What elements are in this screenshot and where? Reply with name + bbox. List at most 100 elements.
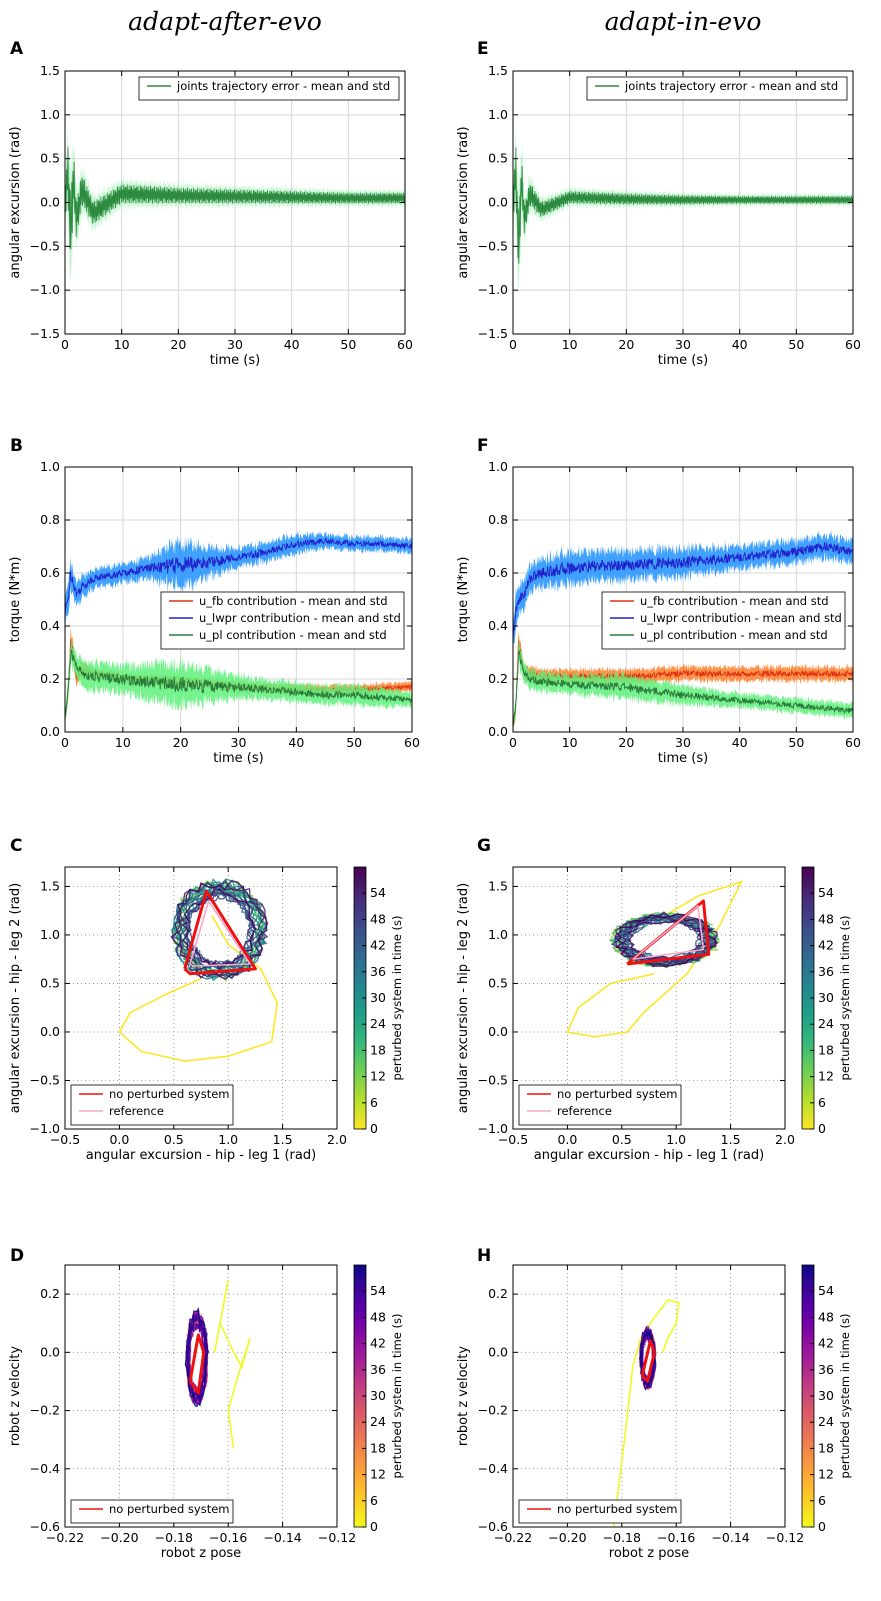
limit-cycle-loop <box>187 891 255 968</box>
x-axis-label: time (s) <box>210 353 260 368</box>
legend-entry: u_fb contribution - mean and std <box>640 594 829 608</box>
legend-box <box>70 1084 234 1126</box>
plot-area <box>566 880 744 1038</box>
colorbar-tick-label: 0 <box>370 1121 378 1136</box>
std-band <box>65 638 412 723</box>
x-tick-label: 40 <box>288 735 304 750</box>
colorbar-tick-label: 42 <box>370 938 386 953</box>
mean-line <box>513 650 853 727</box>
x-tick-label: −0.5 <box>498 1132 528 1147</box>
y-tick-label: −1.0 <box>478 282 508 297</box>
panel-label-c: C <box>10 836 22 856</box>
plot-area <box>65 530 412 724</box>
colorbar-tick-label: 18 <box>818 1440 834 1455</box>
x-tick-label: 0 <box>61 337 69 352</box>
x-tick-label: 50 <box>340 337 356 352</box>
y-tick-label: 0.6 <box>40 565 60 580</box>
colorbar-tick-label: 36 <box>370 964 386 979</box>
x-axis-label: robot z pose <box>161 1546 241 1561</box>
x-tick-label: 20 <box>618 735 634 750</box>
x-axis-label: angular excursion - hip - leg 1 (rad) <box>534 1148 764 1163</box>
x-axis-label: time (s) <box>213 751 263 766</box>
std-band <box>513 641 853 732</box>
y-tick-label: 0.2 <box>488 671 508 686</box>
y-tick-label: −0.5 <box>30 238 60 253</box>
transient-trajectory <box>213 1279 251 1449</box>
chart-d-zpose-after: −0.22 −0.20 −0.18 −0.16 −0.14 −0.12−0.6−0.4−0… <box>8 1264 404 1561</box>
panel-label-d: D <box>10 1246 24 1266</box>
colorbar-tick-label: 24 <box>370 1414 386 1429</box>
legend: u_fb contribution - mean and std u_lwpr c… <box>601 591 846 650</box>
axes-frame <box>64 1264 338 1528</box>
colorbar-tick-label: 0 <box>818 1519 826 1534</box>
x-tick-label: 40 <box>284 337 300 352</box>
colorbar-label: perturbed system in time (s) <box>390 916 404 1081</box>
colorbar-tick-label: 12 <box>818 1467 834 1482</box>
legend-entry: u_lwpr contribution - mean and std <box>640 611 842 625</box>
colorbar-tick-label: 48 <box>818 1309 834 1324</box>
x-tick-label: −0.22 <box>46 1530 84 1545</box>
colorbar-tick-label: 42 <box>818 938 834 953</box>
y-axis-label: angular excursion (rad) <box>8 126 23 278</box>
std-band <box>65 530 412 625</box>
chart-e-joints-error-in: 0 10 20 30 40 50 60 −1.5 −1.0 −0.5 0.0 0.5 1.0 1.5 tim… <box>456 63 861 368</box>
y-tick-label: 0.0 <box>40 1024 60 1039</box>
y-tick-label: −1.5 <box>30 326 60 341</box>
y-tick-label: −0.6 <box>30 1519 60 1534</box>
panel-label-h: H <box>477 1246 491 1266</box>
colorbar-tick-label: 18 <box>370 1042 386 1057</box>
limit-cycle-loop <box>186 1317 207 1399</box>
legend: no perturbed system reference <box>70 1084 234 1126</box>
y-tick-label: −1.0 <box>30 1121 60 1136</box>
x-tick-label: −0.18 <box>603 1530 641 1545</box>
legend-entry: joints trajectory error - mean and std <box>176 79 390 93</box>
legend: joints trajectory error - mean and std <box>586 76 848 101</box>
colorbar-tick-label: 6 <box>818 1493 826 1508</box>
legend: no perturbed system <box>70 1499 234 1524</box>
y-tick-label: −1.0 <box>478 1121 508 1136</box>
y-tick-label: 1.5 <box>488 63 508 78</box>
colorbar-tick-label: 30 <box>370 1388 386 1403</box>
colorbar-tick-label: 30 <box>370 990 386 1005</box>
plot-area <box>184 1279 251 1449</box>
y-tick-label: 0.4 <box>40 618 60 633</box>
colorbar-tick-label: 30 <box>818 990 834 1005</box>
y-axis-label: torque (N*m) <box>456 557 471 643</box>
x-tick-label: 40 <box>732 735 748 750</box>
y-tick-label: 0.2 <box>488 1286 508 1301</box>
column-title-right: adapt-in-evo <box>605 7 762 36</box>
x-tick-label: 10 <box>114 337 130 352</box>
legend-entry: u_pl contribution - mean and std <box>640 628 828 642</box>
colorbar-tick-label: 30 <box>818 1388 834 1403</box>
legend-box <box>138 76 400 101</box>
y-axis-label: robot z velocity <box>8 1346 23 1447</box>
panel-label-a: A <box>10 39 24 59</box>
x-tick-label: 0.0 <box>557 1132 577 1147</box>
chart-h-zpose-in: −0.22 −0.20 −0.18 −0.16 −0.14 −0.12−0.6−0.4−0… <box>456 1264 852 1561</box>
legend: joints trajectory error - mean and std <box>138 76 400 101</box>
legend-entry: no perturbed system <box>109 1502 230 1516</box>
y-tick-label: 0.0 <box>488 1024 508 1039</box>
y-tick-label: 0.0 <box>40 724 60 739</box>
y-tick-label: 1.5 <box>488 878 508 893</box>
x-tick-label: 60 <box>404 735 420 750</box>
colorbar-tick-label: 0 <box>818 1121 826 1136</box>
chart-g-phase-in: −0.5 0.0 0.5 1.0 1.5 2.0−1.0−0.50.00.51.01.5a… <box>456 866 852 1163</box>
x-tick-label: 30 <box>675 735 691 750</box>
limit-cycle-loop <box>184 1307 209 1408</box>
legend-entry: reference <box>557 1104 612 1118</box>
legend-entry: u_fb contribution - mean and std <box>199 594 388 608</box>
colorbar-tick-label: 54 <box>818 1283 834 1298</box>
limit-cycle-loop <box>170 879 268 980</box>
x-tick-label: −0.18 <box>155 1530 193 1545</box>
limit-cycle-loop <box>614 913 717 967</box>
y-axis-label: robot z velocity <box>456 1346 471 1447</box>
legend-entry: reference <box>109 1104 164 1118</box>
y-tick-label: −0.5 <box>478 238 508 253</box>
y-tick-label: 0.0 <box>488 195 508 210</box>
colorbar-tick-label: 18 <box>370 1440 386 1455</box>
series-line <box>189 900 251 967</box>
colorbar-tick-label: 48 <box>370 911 386 926</box>
colorbar-tick-label: 6 <box>370 1493 378 1508</box>
legend-entry: u_lwpr contribution - mean and std <box>199 611 401 625</box>
